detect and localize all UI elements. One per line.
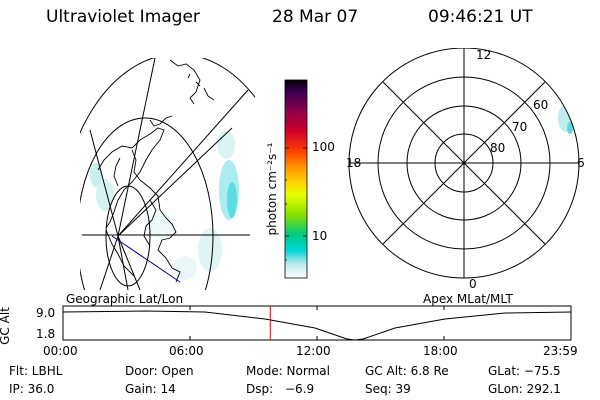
- map-image: [80, 58, 255, 290]
- filter-readout: Flt: LBHL: [9, 364, 63, 378]
- timeline-frame: [62, 305, 572, 341]
- polar-plot: [348, 48, 580, 279]
- mlt-label-6: 6: [577, 156, 585, 170]
- timeline-xtick-4: 23:59: [543, 344, 578, 358]
- observation-time: 09:46:21 UT: [428, 7, 533, 27]
- timeline-xtick-2: 12:00: [296, 344, 331, 358]
- gc-alt-readout: GC Alt: 6.8 Re: [365, 364, 449, 378]
- timeline-ytick-high: 9.0: [36, 306, 56, 320]
- glat-readout: GLat: −75.5: [488, 364, 561, 378]
- mlat-label-60: 60: [533, 98, 549, 112]
- dsp-value: −6.9: [285, 382, 315, 396]
- orbit-track: [111, 235, 181, 283]
- seq-readout: Seq: 39: [365, 382, 411, 396]
- timeline-xtick-0: 00:00: [43, 344, 78, 358]
- mlt-label-0: 0: [469, 277, 477, 291]
- mlt-label-18: 18: [346, 156, 362, 170]
- colorbar-unit: photon cm⁻²s⁻¹: [265, 142, 279, 236]
- mlat-label-80: 80: [490, 141, 506, 155]
- timeline-ytick-low: 1.8: [36, 327, 56, 341]
- altitude-curve: [62, 310, 572, 341]
- observation-date: 28 Mar 07: [272, 7, 359, 27]
- glon-readout: GLon: 292.1: [488, 382, 561, 396]
- mlat-label-70: 70: [512, 120, 528, 134]
- timeline-xtick-3: 18:00: [423, 344, 458, 358]
- door-readout: Door: Open: [125, 364, 194, 378]
- mode-readout: Mode: Normal: [246, 364, 330, 378]
- dsp-label: Dsp:: [246, 382, 274, 396]
- instrument-title: Ultraviolet Imager: [46, 7, 200, 27]
- colorbar: [284, 79, 308, 279]
- mlt-label-12: 12: [476, 48, 492, 62]
- colorbar-tick-10: 10: [312, 229, 328, 243]
- altitude-timeline: [62, 305, 572, 341]
- colorbar-gradient: [284, 79, 308, 279]
- timeline-xtick-1: 06:00: [169, 344, 204, 358]
- polar-caption: Apex MLat/MLT: [423, 292, 513, 306]
- timeline-axis-label: GC Alt: [0, 307, 12, 345]
- gain-readout: Gain: 14: [125, 382, 176, 396]
- ip-readout: IP: 36.0: [9, 382, 55, 396]
- geographic-map: [80, 58, 255, 290]
- geographic-caption: Geographic Lat/Lon: [66, 292, 184, 306]
- colorbar-tick-100: 100: [312, 140, 335, 154]
